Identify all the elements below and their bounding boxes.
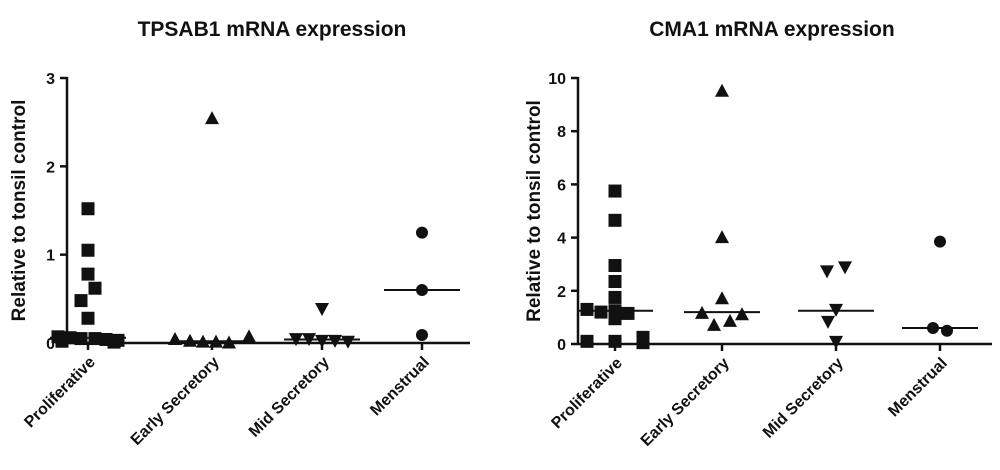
y-axis-label: Relative to tonsil control [524,100,545,322]
data-point [302,333,316,347]
data-point [941,324,953,337]
data-point [242,329,256,343]
data-point [621,306,635,320]
data-point [608,274,622,288]
data-point [820,265,834,279]
data-point [209,334,223,348]
data-point [289,333,303,347]
data-point [81,267,95,281]
data-point [55,334,69,348]
data-point [608,312,622,326]
data-point [707,317,721,331]
series-proliferative [577,184,653,350]
data-point [88,281,102,295]
data-point [715,83,729,97]
chart-title: CMA1 mRNA expression [649,18,894,41]
data-point [222,335,236,349]
y-tick-label: 0 [46,336,55,353]
data-point [416,284,428,296]
data-point [715,291,729,305]
data-point [74,332,88,346]
y-tick-label: 2 [46,159,55,176]
data-point [829,335,843,349]
data-point [715,230,729,244]
data-point [81,202,95,216]
x-tick-label: Proliferative [21,354,98,431]
y-tick-label: 6 [557,177,566,194]
chart-panel-2: CMA1 mRNA expression Relative to tonsil c… [524,18,992,450]
data-point [328,334,342,348]
data-point [594,305,608,319]
data-point [934,235,946,248]
data-point [838,261,852,275]
data-point [608,334,622,348]
data-point [315,303,329,317]
data-point [205,111,219,125]
series-menstrual [902,235,978,337]
data-point [315,334,329,348]
data-point [107,335,121,349]
data-point [580,302,594,316]
x-tick-label: Mid Secretory [246,354,333,441]
y-tick-label: 4 [557,231,566,248]
data-point [81,243,95,257]
series-early-secretory [684,83,760,331]
y-tick-label: 2 [557,284,566,301]
data-point [608,184,622,198]
data-point [723,313,737,327]
series-early-secretory [168,111,256,349]
x-tick-label: Menstrual [885,355,950,420]
data-point [341,335,355,349]
series-proliferative [50,202,126,349]
data-point [196,334,210,348]
data-point [183,333,197,347]
data-point [608,259,622,273]
y-tick-label: 0 [557,337,566,354]
data-point [636,336,650,350]
x-tick-label: Proliferative [548,355,625,432]
data-point [416,329,428,342]
y-tick-label: 10 [548,71,566,88]
series-mid-secretory [284,303,360,349]
y-axis-label: Relative to tonsil control [9,100,30,322]
data-point [81,311,95,325]
data-point [608,213,622,227]
data-point [821,315,835,329]
series-mid-secretory [798,261,874,349]
data-point [829,303,843,317]
data-point [416,226,428,239]
series-menstrual [384,226,460,342]
data-point [608,290,622,304]
y-tick-label: 3 [46,71,55,88]
data-point [74,294,88,308]
chart-panel-1: TPSAB1 mRNA expression Relative to tonsil… [9,18,470,449]
data-point [168,331,182,345]
data-point [580,334,594,348]
x-tick-label: Menstrual [367,354,432,419]
x-tick-label: Early Secretory [638,355,733,450]
y-tick-label: 8 [557,124,566,141]
chart-title: TPSAB1 mRNA expression [138,18,407,41]
data-point [695,305,709,319]
data-point [735,307,749,321]
y-tick-label: 1 [46,248,55,265]
data-point [88,332,102,346]
data-point [927,322,939,335]
x-tick-label: Early Secretory [128,354,223,449]
x-tick-label: Mid Secretory [760,355,847,442]
